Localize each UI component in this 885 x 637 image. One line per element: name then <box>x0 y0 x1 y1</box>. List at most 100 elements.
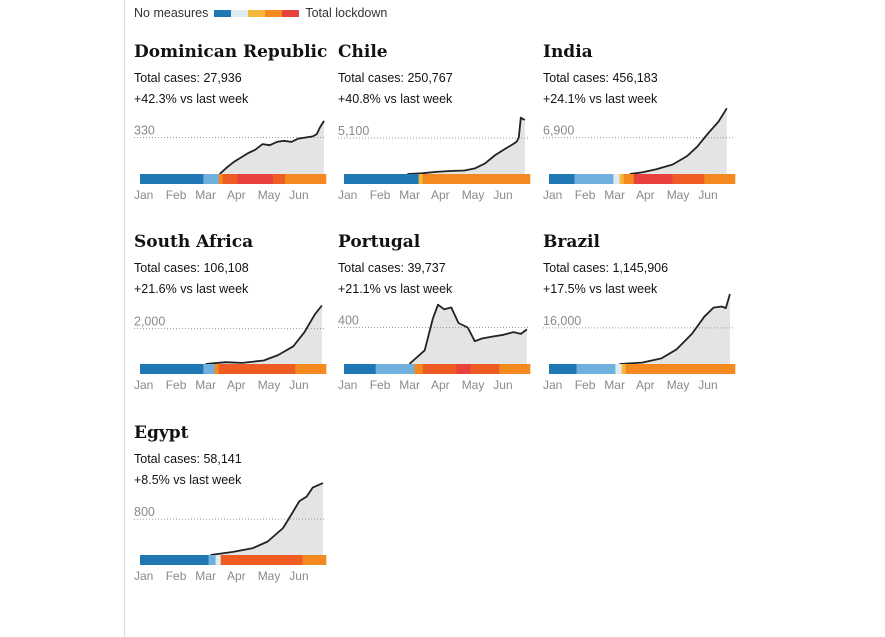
stringency-segment <box>140 364 204 374</box>
country-title: Egypt <box>134 423 189 443</box>
stringency-segment <box>375 364 415 374</box>
reference-label: 6,900 <box>543 124 574 138</box>
month-tick-label: Jun <box>289 569 308 583</box>
stringency-segment <box>218 174 224 184</box>
legend-color-scale <box>214 9 300 17</box>
weekly-change: +8.5% vs last week <box>134 473 242 487</box>
total-cases: Total cases: 39,737 <box>338 261 446 275</box>
stringency-segment <box>237 174 274 184</box>
left-divider <box>124 0 125 637</box>
month-tick-label: Mar <box>399 188 420 202</box>
stringency-segment <box>285 174 327 184</box>
cases-chart: 2,000 Jan Feb Mar Apr May Jun <box>134 304 327 392</box>
month-tick-label: Jan <box>134 569 153 583</box>
stringency-segment <box>302 555 327 565</box>
cases-chart: 800 Jan Feb Mar Apr May Jun <box>134 482 327 583</box>
month-tick-label: Jun <box>698 188 717 202</box>
legend-right-label: Total lockdown <box>305 6 388 20</box>
stringency-segment <box>623 174 635 184</box>
weekly-change: +21.1% vs last week <box>338 282 453 296</box>
rolling-average-line <box>629 107 728 175</box>
stringency-segment <box>613 174 620 184</box>
total-cases: Total cases: 27,936 <box>134 71 242 85</box>
stringency-segment <box>672 174 705 184</box>
stringency-segment <box>220 555 303 565</box>
total-cases: Total cases: 456,183 <box>543 71 658 85</box>
month-tick-label: Mar <box>195 378 216 392</box>
stringency-segment <box>344 174 419 184</box>
month-tick-label: Jun <box>493 188 512 202</box>
stringency-segment <box>218 364 296 374</box>
cases-chart: 16,000 Jan Feb Mar Apr May Jun <box>543 293 736 392</box>
month-tick-label: May <box>258 569 281 583</box>
legend-swatch-4 <box>265 9 283 17</box>
month-tick-label: Apr <box>227 188 246 202</box>
weekly-change: +40.8% vs last week <box>338 92 453 106</box>
month-tick-label: Jan <box>338 188 357 202</box>
rolling-average-line <box>619 293 731 365</box>
cases-chart: 330 Jan Feb Mar Apr May Jun <box>134 120 327 202</box>
cases-chart: 400 Jan Feb Mar Apr May Jun <box>338 303 531 392</box>
country-title: Portugal <box>338 232 421 252</box>
stringency-segment <box>619 174 624 184</box>
stringency-segment <box>576 364 616 374</box>
rolling-average-line <box>408 303 528 365</box>
daily-cases-area <box>409 304 527 364</box>
month-tick-label: Apr <box>227 569 246 583</box>
month-tick-label: Jun <box>493 378 512 392</box>
stringency-segment <box>418 174 423 184</box>
country-title: Brazil <box>543 232 600 252</box>
stringency-segment <box>272 174 286 184</box>
stringency-segment <box>215 555 221 565</box>
legend-swatch-3 <box>248 9 266 17</box>
stringency-segment <box>414 364 423 374</box>
stringency-segment <box>344 364 376 374</box>
stringency-segment <box>140 555 209 565</box>
month-tick-label: Apr <box>431 188 450 202</box>
month-tick-label: Feb <box>370 378 391 392</box>
stringency-segment <box>621 364 626 374</box>
daily-cases-area <box>210 483 323 555</box>
daily-cases-area <box>629 108 727 174</box>
month-tick-label: May <box>667 378 690 392</box>
stringency-segment <box>295 364 327 374</box>
total-cases: Total cases: 106,108 <box>134 261 249 275</box>
month-tick-label: Feb <box>575 188 596 202</box>
stringency-segment <box>222 174 238 184</box>
country-title: Chile <box>338 42 388 62</box>
stringency-segment <box>422 364 457 374</box>
month-tick-label: Mar <box>604 378 625 392</box>
stringency-segment <box>633 174 673 184</box>
month-tick-label: May <box>258 378 281 392</box>
month-tick-label: Apr <box>227 378 246 392</box>
country-panel-egypt: Egypt Total cases: 58,141 +8.5% vs last … <box>134 423 334 603</box>
stringency-segment <box>549 364 577 374</box>
month-tick-label: May <box>667 188 690 202</box>
country-panel-portugal: Portugal Total cases: 39,737 +21.1% vs l… <box>338 232 538 412</box>
reference-label: 800 <box>134 505 155 519</box>
month-tick-label: May <box>258 188 281 202</box>
daily-cases-area <box>619 294 730 364</box>
stringency-segment <box>208 555 216 565</box>
weekly-change: +21.6% vs last week <box>134 282 249 296</box>
stringency-segment <box>615 364 622 374</box>
country-title: South Africa <box>134 232 254 252</box>
cases-chart: 6,900 Jan Feb Mar Apr May Jun <box>543 107 736 202</box>
legend-left-label: No measures <box>134 6 209 20</box>
legend-swatch-5 <box>282 9 300 17</box>
month-tick-label: May <box>462 378 485 392</box>
weekly-change: +24.1% vs last week <box>543 92 658 106</box>
month-tick-label: Jan <box>134 378 153 392</box>
stringency-segment <box>422 174 531 184</box>
rolling-average-line <box>219 120 325 175</box>
month-tick-label: Feb <box>166 378 187 392</box>
month-tick-label: Mar <box>399 378 420 392</box>
month-tick-label: Jun <box>289 188 308 202</box>
rolling-average-line <box>205 304 323 365</box>
reference-label: 400 <box>338 314 359 328</box>
total-cases: Total cases: 1,145,906 <box>543 261 669 275</box>
daily-cases-area <box>205 305 322 364</box>
month-tick-label: Jun <box>698 378 717 392</box>
country-panel-chile: Chile Total cases: 250,767 +40.8% vs las… <box>338 42 538 222</box>
stringency-segment <box>470 364 500 374</box>
